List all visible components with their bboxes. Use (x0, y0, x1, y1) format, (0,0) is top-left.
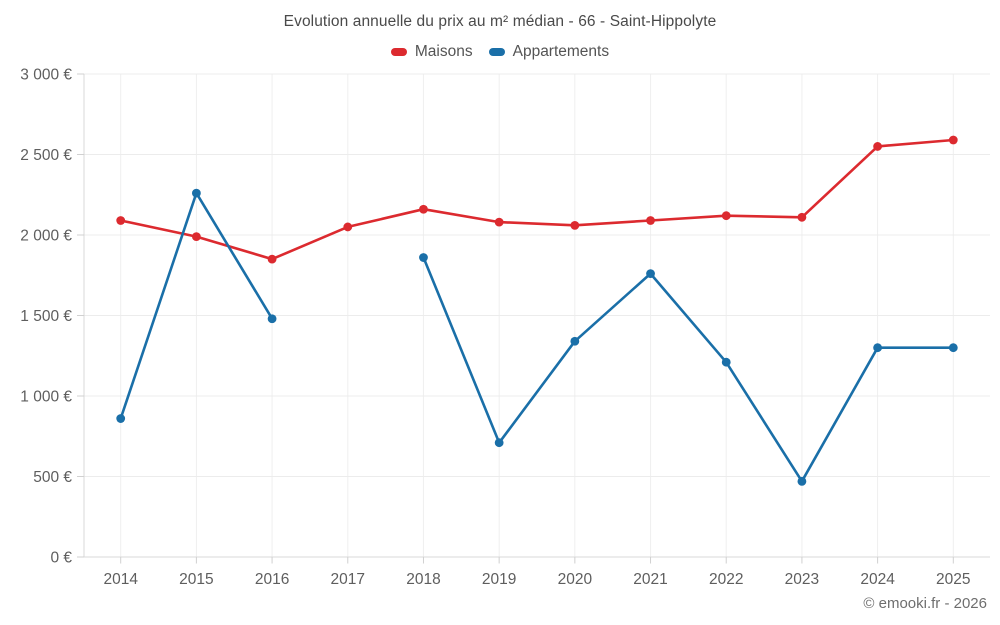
x-tick-label: 2019 (482, 571, 516, 588)
x-tick-label: 2022 (709, 571, 743, 588)
series-line (119, 138, 955, 261)
x-tick-label: 2018 (406, 571, 440, 588)
data-point[interactable] (646, 216, 655, 225)
axes (77, 73, 990, 564)
data-point[interactable] (570, 336, 580, 346)
y-tick-label: 2 500 € (20, 147, 72, 164)
data-point[interactable] (116, 414, 126, 423)
y-tick-label: 500 € (33, 469, 72, 486)
y-tick-label: 3 000 € (20, 67, 72, 84)
x-tick-label: 2016 (255, 571, 289, 588)
data-point[interactable] (267, 314, 277, 324)
data-point[interactable] (948, 343, 958, 353)
data-point[interactable] (721, 357, 731, 367)
legend-swatch-icon (488, 48, 505, 56)
series-line (422, 256, 955, 483)
y-axis-labels: 0 € 500 € 1 000 € 1 500 € 2 000 € 2 500 € 3 00… (20, 67, 72, 567)
data-point[interactable] (873, 343, 883, 353)
data-point[interactable] (343, 222, 353, 232)
copyright-watermark: © emooki.fr - 2026 (863, 595, 987, 612)
data-point[interactable] (191, 232, 201, 242)
legend-item-maisons[interactable]: Maisons (390, 43, 473, 61)
x-tick-label: 2020 (558, 571, 593, 588)
x-tick-label: 2021 (633, 571, 667, 588)
data-point[interactable] (419, 253, 428, 262)
x-tick-label: 2015 (179, 571, 213, 588)
data-point[interactable] (116, 216, 126, 225)
data-point[interactable] (797, 476, 807, 486)
x-tick-label: 2024 (860, 571, 895, 588)
x-tick-label: 2025 (936, 571, 970, 588)
data-point[interactable] (191, 188, 201, 198)
grid-lines (84, 73, 990, 557)
data-point[interactable] (494, 217, 504, 227)
data-point[interactable] (419, 204, 428, 214)
data-point[interactable] (948, 135, 958, 145)
x-tick-label: 2014 (103, 571, 138, 588)
legend-swatch-icon (390, 48, 407, 56)
data-point[interactable] (267, 254, 277, 264)
legend-item-appartements[interactable]: Appartements (488, 43, 610, 61)
series-maisons (116, 135, 958, 264)
series-appartements (116, 188, 958, 486)
y-tick-label: 0 € (50, 550, 72, 567)
y-tick-label: 1 500 € (20, 308, 72, 325)
y-tick-label: 2 000 € (20, 228, 72, 245)
data-point[interactable] (646, 269, 655, 279)
data-point[interactable] (721, 211, 731, 221)
chart-legend: Maisons Appartements (0, 43, 1000, 61)
data-point[interactable] (494, 438, 504, 448)
data-point[interactable] (570, 220, 580, 230)
legend-label: Maisons (414, 43, 473, 60)
legend-label: Appartements (512, 43, 610, 60)
x-tick-label: 2017 (331, 571, 365, 588)
x-tick-label: 2023 (785, 571, 819, 588)
data-point[interactable] (873, 142, 883, 151)
x-axis-labels: 2014 2015 2016 2017 2018 2019 2020 2021 2022 2023… (103, 571, 970, 588)
y-tick-label: 1 000 € (20, 389, 72, 406)
chart-title: Evolution annuelle du prix au m² médian … (283, 13, 717, 30)
data-point[interactable] (797, 212, 807, 222)
